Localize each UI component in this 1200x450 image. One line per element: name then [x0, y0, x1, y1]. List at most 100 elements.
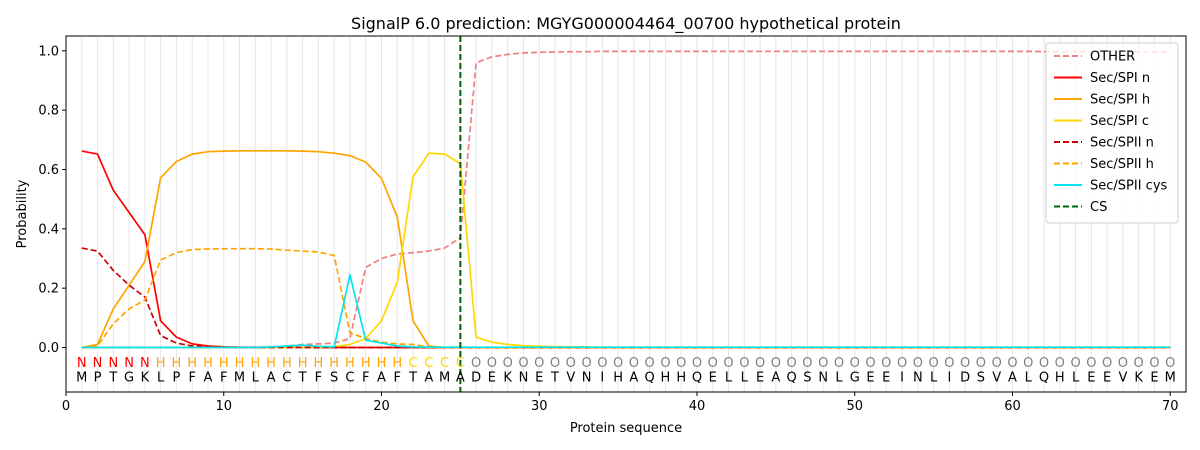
sequence-labels: NMNPNTNGNKHLHPHFHAHFHMHLHAHCHTHFHSHCHFHA…	[76, 356, 1176, 386]
sequence-letter: K	[1134, 371, 1143, 386]
annotation-letter: O	[534, 356, 544, 371]
annotation-letter: O	[1134, 356, 1144, 371]
annotation-letter: O	[1070, 356, 1080, 371]
annotation-letter: H	[235, 356, 245, 371]
x-tick-label: 0	[62, 399, 70, 414]
annotation-letter: O	[850, 356, 860, 371]
sequence-letter: F	[188, 371, 195, 386]
annotation-letter: O	[818, 356, 828, 371]
annotation-letter: O	[1165, 356, 1175, 371]
x-tick-label: 10	[215, 399, 232, 414]
sequence-letter: I	[947, 371, 951, 386]
sequence-letter: A	[771, 371, 780, 386]
x-tick-label: 40	[689, 399, 706, 414]
sequence-letter: N	[913, 371, 923, 386]
annotation-letter: O	[739, 356, 749, 371]
legend: OTHER Sec/SPI n Sec/SPI h Sec/SPI c Sec/SPII…	[1045, 42, 1179, 224]
annotation-letter: O	[881, 356, 891, 371]
sequence-letter: M	[76, 371, 87, 386]
sequence-letter: M	[439, 371, 450, 386]
sequence-letter: N	[582, 371, 592, 386]
legend-label: Sec/SPII n	[1090, 136, 1154, 151]
axis-ticks: 0 10 20 30 40 50 60 70 0.0 0.2 0.4 0.6 0.8 1.0	[38, 44, 1178, 414]
sequence-letter: Q	[1039, 371, 1049, 386]
annotation-letter: H	[266, 356, 276, 371]
sequence-letter: G	[124, 371, 134, 386]
sequence-letter: A	[267, 371, 276, 386]
sequence-letter: P	[173, 371, 181, 386]
sequence-letter: L	[741, 371, 749, 386]
sequence-letter: C	[282, 371, 291, 386]
sequence-letter: F	[362, 371, 369, 386]
annotation-letter: H	[361, 356, 371, 371]
annotation-letter: O	[1118, 356, 1128, 371]
annotation-letter: O	[960, 356, 970, 371]
sequence-letter: M	[234, 371, 245, 386]
axes-frame	[65, 35, 1187, 393]
sequence-letter: S	[977, 371, 985, 386]
sequence-letter: Q	[645, 371, 655, 386]
legend-label: CS	[1090, 200, 1107, 215]
sequence-letter: H	[661, 371, 671, 386]
annotation-letter: O	[771, 356, 781, 371]
x-tick-label: 60	[1004, 399, 1021, 414]
sequence-letter: C	[345, 371, 354, 386]
annotation-letter: O	[613, 356, 623, 371]
annotation-letter: C	[424, 356, 433, 371]
sequence-letter: A	[424, 371, 433, 386]
legend-label: Sec/SPI n	[1090, 71, 1150, 86]
annotation-letter: O	[503, 356, 513, 371]
annotation-letter: H	[329, 356, 339, 371]
legend-label: Sec/SPI h	[1090, 93, 1150, 108]
sequence-letter: L	[252, 371, 260, 386]
annotation-letter: O	[1102, 356, 1112, 371]
sequence-letter: L	[157, 371, 165, 386]
annotation-letter: O	[660, 356, 670, 371]
x-tick-label: 30	[531, 399, 548, 414]
annotation-letter: O	[581, 356, 591, 371]
sequence-letter: S	[330, 371, 338, 386]
sequence-letter: A	[629, 371, 638, 386]
annotation-letter: O	[992, 356, 1002, 371]
annotation-letter: H	[345, 356, 355, 371]
plot-area	[81, 36, 1171, 392]
annotation-letter: O	[1149, 356, 1159, 371]
legend-label: Sec/SPII h	[1090, 157, 1154, 172]
annotation-letter: O	[897, 356, 907, 371]
x-tick-label: 50	[846, 399, 863, 414]
y-tick-label: 0.4	[38, 222, 59, 237]
x-axis-label: Protein sequence	[570, 421, 682, 436]
annotation-letter: O	[566, 356, 576, 371]
annotation-letter: H	[219, 356, 229, 371]
sequence-letter: F	[315, 371, 322, 386]
annotation-letter: O	[944, 356, 954, 371]
annotation-letter: H	[282, 356, 292, 371]
sequence-letter: T	[298, 371, 307, 386]
sequence-letter: V	[1118, 371, 1127, 386]
sequence-letter: E	[866, 371, 874, 386]
annotation-letter: H	[172, 356, 182, 371]
annotation-letter: N	[140, 356, 150, 371]
y-tick-label: 0.2	[38, 282, 59, 297]
sequence-letter: T	[550, 371, 559, 386]
annotation-letter: O	[976, 356, 986, 371]
sequence-letter: L	[1025, 371, 1033, 386]
series-line-sec-spi-c	[81, 152, 1171, 349]
annotation-letter: H	[298, 356, 308, 371]
annotation-letter: O	[487, 356, 497, 371]
sequence-letter: G	[850, 371, 860, 386]
annotation-letter: O	[676, 356, 686, 371]
legend-label: OTHER	[1090, 50, 1135, 65]
sequence-letter: N	[818, 371, 828, 386]
annotation-letter: H	[203, 356, 213, 371]
sequence-letter: V	[566, 371, 575, 386]
sequence-letter: D	[471, 371, 481, 386]
x-tick-label: 20	[373, 399, 390, 414]
sequence-letter: A	[377, 371, 386, 386]
annotation-letter: H	[250, 356, 260, 371]
sequence-letter: E	[488, 371, 496, 386]
sequence-letter: L	[835, 371, 843, 386]
sequence-letter: L	[930, 371, 938, 386]
annotation-letter: O	[913, 356, 923, 371]
annotation-letter: O	[629, 356, 639, 371]
